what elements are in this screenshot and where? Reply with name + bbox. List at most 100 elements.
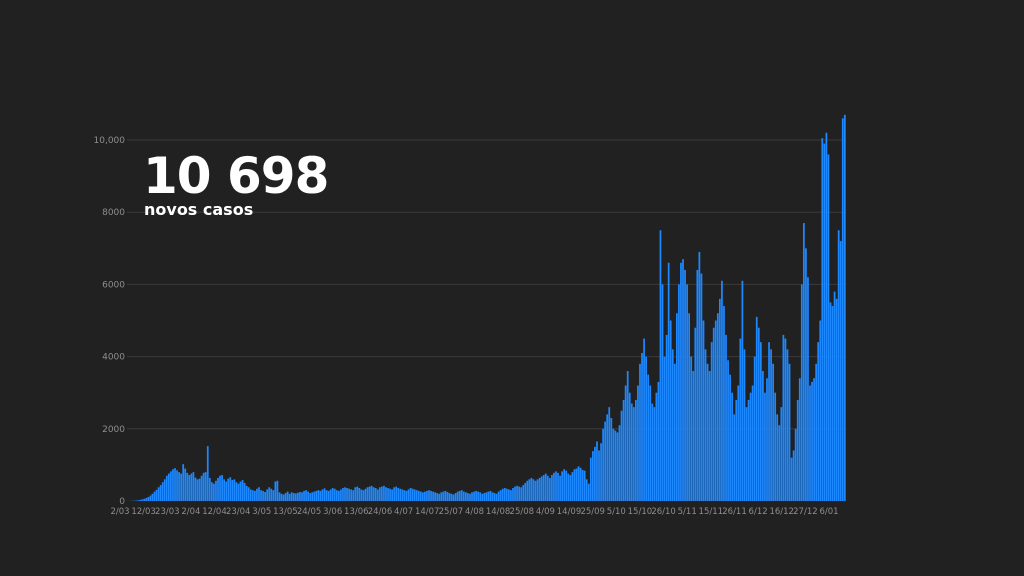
bar: [198, 478, 201, 501]
bar: [319, 490, 322, 501]
bar: [161, 482, 164, 501]
bar: [723, 306, 725, 501]
bar: [788, 363, 791, 501]
bar: [405, 490, 408, 501]
bar: [258, 487, 260, 501]
x-tick-label: 13/05: [273, 507, 298, 517]
bar: [620, 410, 623, 501]
bar: [337, 490, 340, 501]
bar: [399, 488, 402, 501]
x-tick-label: 3/05: [252, 507, 271, 517]
bar: [532, 479, 535, 501]
bar: [774, 392, 777, 501]
bar: [657, 381, 660, 501]
bar: [641, 352, 643, 501]
bar: [450, 493, 453, 501]
bar: [426, 490, 428, 501]
bar: [184, 468, 187, 501]
bar: [692, 371, 695, 501]
bar: [245, 485, 248, 501]
bar: [421, 492, 424, 501]
y-tick-label: 4000: [102, 353, 125, 363]
bar: [579, 467, 582, 501]
bar: [333, 488, 336, 501]
y-tick-label: 6000: [102, 280, 125, 290]
bar: [594, 446, 596, 501]
bar: [145, 497, 148, 501]
bar: [227, 478, 230, 501]
bar: [192, 472, 195, 501]
bar: [508, 489, 510, 501]
bar: [346, 488, 348, 501]
bar: [766, 378, 768, 501]
bar: [704, 349, 707, 501]
bar: [200, 475, 203, 501]
bar: [700, 273, 703, 501]
bar: [524, 482, 527, 501]
bar: [764, 392, 766, 501]
bar: [403, 490, 406, 501]
bar: [190, 473, 193, 501]
x-tick-label: 25/09: [580, 507, 605, 517]
bar: [469, 493, 471, 501]
bar: [575, 468, 578, 501]
bar: [350, 489, 353, 501]
bar: [608, 407, 611, 501]
bar: [155, 489, 158, 501]
bar: [585, 479, 588, 501]
bar: [833, 291, 836, 501]
bar: [751, 385, 754, 501]
bar: [462, 491, 465, 501]
bar: [606, 414, 609, 501]
bar: [706, 363, 709, 501]
bar: [354, 487, 357, 501]
bar: [675, 313, 678, 501]
bar: [688, 313, 691, 501]
bar: [661, 284, 664, 501]
bar: [428, 490, 430, 501]
bar: [501, 488, 504, 501]
bar: [542, 475, 545, 501]
bar: [215, 480, 217, 501]
bar: [249, 489, 252, 501]
bar: [612, 428, 615, 501]
bar: [493, 493, 496, 501]
bar: [479, 492, 482, 501]
bar: [407, 489, 410, 501]
bar: [534, 480, 537, 501]
bar: [655, 392, 658, 501]
bar: [577, 466, 580, 501]
bar: [243, 482, 246, 501]
bar: [372, 487, 375, 501]
bar: [637, 385, 639, 501]
bar: [460, 490, 463, 501]
x-tick-label: 12/03: [131, 507, 156, 517]
bar: [444, 490, 447, 501]
x-tick-label: 3/06: [323, 507, 342, 517]
bar: [268, 487, 271, 501]
bar: [755, 316, 758, 501]
bar: [651, 403, 654, 501]
x-tick-label: 24/05: [297, 507, 322, 517]
x-tick-label: 5/11: [678, 507, 697, 517]
bar: [149, 495, 152, 501]
y-tick-label: 8000: [102, 208, 125, 218]
bar: [741, 280, 744, 501]
x-tick-label: 16/12: [769, 507, 794, 517]
x-tick-label: 2/04: [181, 507, 200, 517]
bar: [780, 407, 783, 501]
bar: [714, 320, 717, 501]
bar: [159, 485, 162, 501]
bar: [632, 407, 635, 501]
bar: [303, 490, 305, 501]
bar: [665, 334, 668, 501]
bar: [821, 138, 824, 501]
bar: [317, 490, 320, 501]
bar: [663, 356, 666, 501]
bar: [471, 492, 473, 501]
bar: [247, 487, 250, 501]
bar: [290, 492, 293, 501]
x-tick-label: 14/08: [486, 507, 511, 517]
y-axis-tick-labels: 0 2000 4000 6000 8000 10,000: [94, 136, 126, 507]
bar: [819, 320, 822, 501]
